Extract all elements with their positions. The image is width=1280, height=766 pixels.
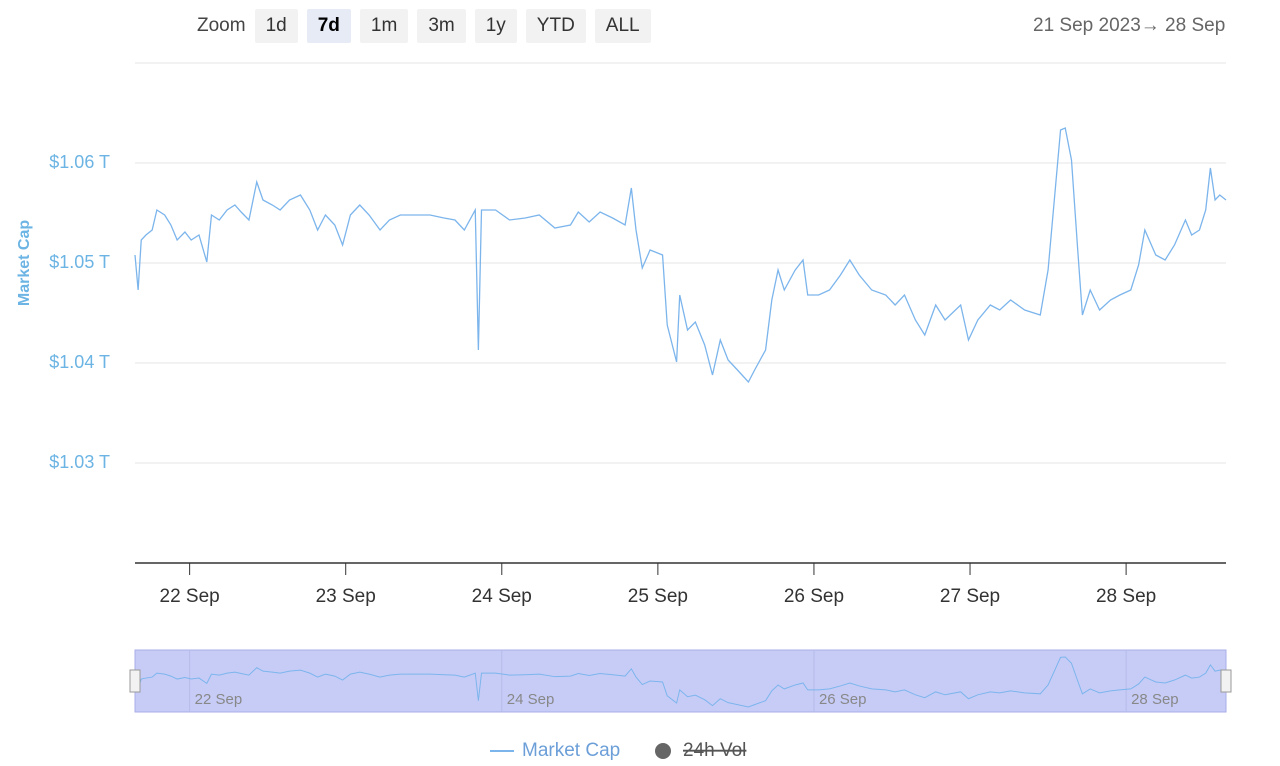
navigator-window [134,649,1227,713]
zoom-button[interactable]: 1y [474,9,517,43]
x-tick-label: 22 Sep [160,586,220,607]
zoom-toolbar: Zoom 1d 7d 1m 3m 1y YTD ALL [197,9,651,43]
range-from: 21 Sep 2023 [1033,15,1141,36]
y-tick-label: $1.03 T [49,452,110,472]
range-arrow: → [1140,15,1160,36]
navigator-tick-label: 26 Sep [819,691,867,708]
navigator-handle [129,669,141,693]
zoom-label: Zoom [197,15,246,36]
zoom-button[interactable]: YTD [525,9,586,43]
navigator-tick-label: 24 Sep [507,691,555,708]
legend-label-hidden: 24h Vol [683,740,746,761]
navigator-handle [1220,669,1232,693]
y-axis-title: Market Cap [16,220,33,306]
x-tick-label: 23 Sep [316,586,376,607]
zoom-button[interactable]: 7d [306,9,351,43]
legend-label: Market Cap [522,740,620,761]
x-tick-label: 28 Sep [1096,586,1156,607]
y-tick-label: $1.06 T [49,152,110,172]
y-tick-label: $1.04 T [49,352,110,372]
zoom-button[interactable]: 1m [359,9,409,43]
date-range: 21 Sep 2023→ 28 Sep [1033,9,1243,43]
x-tick-label: 24 Sep [472,586,532,607]
x-tick-label: 26 Sep [784,586,844,607]
zoom-button[interactable]: 1d [254,9,298,43]
series-line [134,127,1227,384]
zoom-button[interactable]: ALL [594,9,651,43]
y-tick-label: $1.05 T [49,252,110,272]
navigator-line [134,656,1227,708]
x-tick-label: 25 Sep [628,586,688,607]
navigator-tick-label: 22 Sep [195,691,243,708]
navigator-tick-label: 28 Sep [1131,691,1179,708]
x-tick-label: 27 Sep [940,586,1000,607]
range-to: 28 Sep [1165,15,1226,36]
legend-symbol [655,743,671,759]
zoom-button[interactable]: 3m [417,9,466,43]
